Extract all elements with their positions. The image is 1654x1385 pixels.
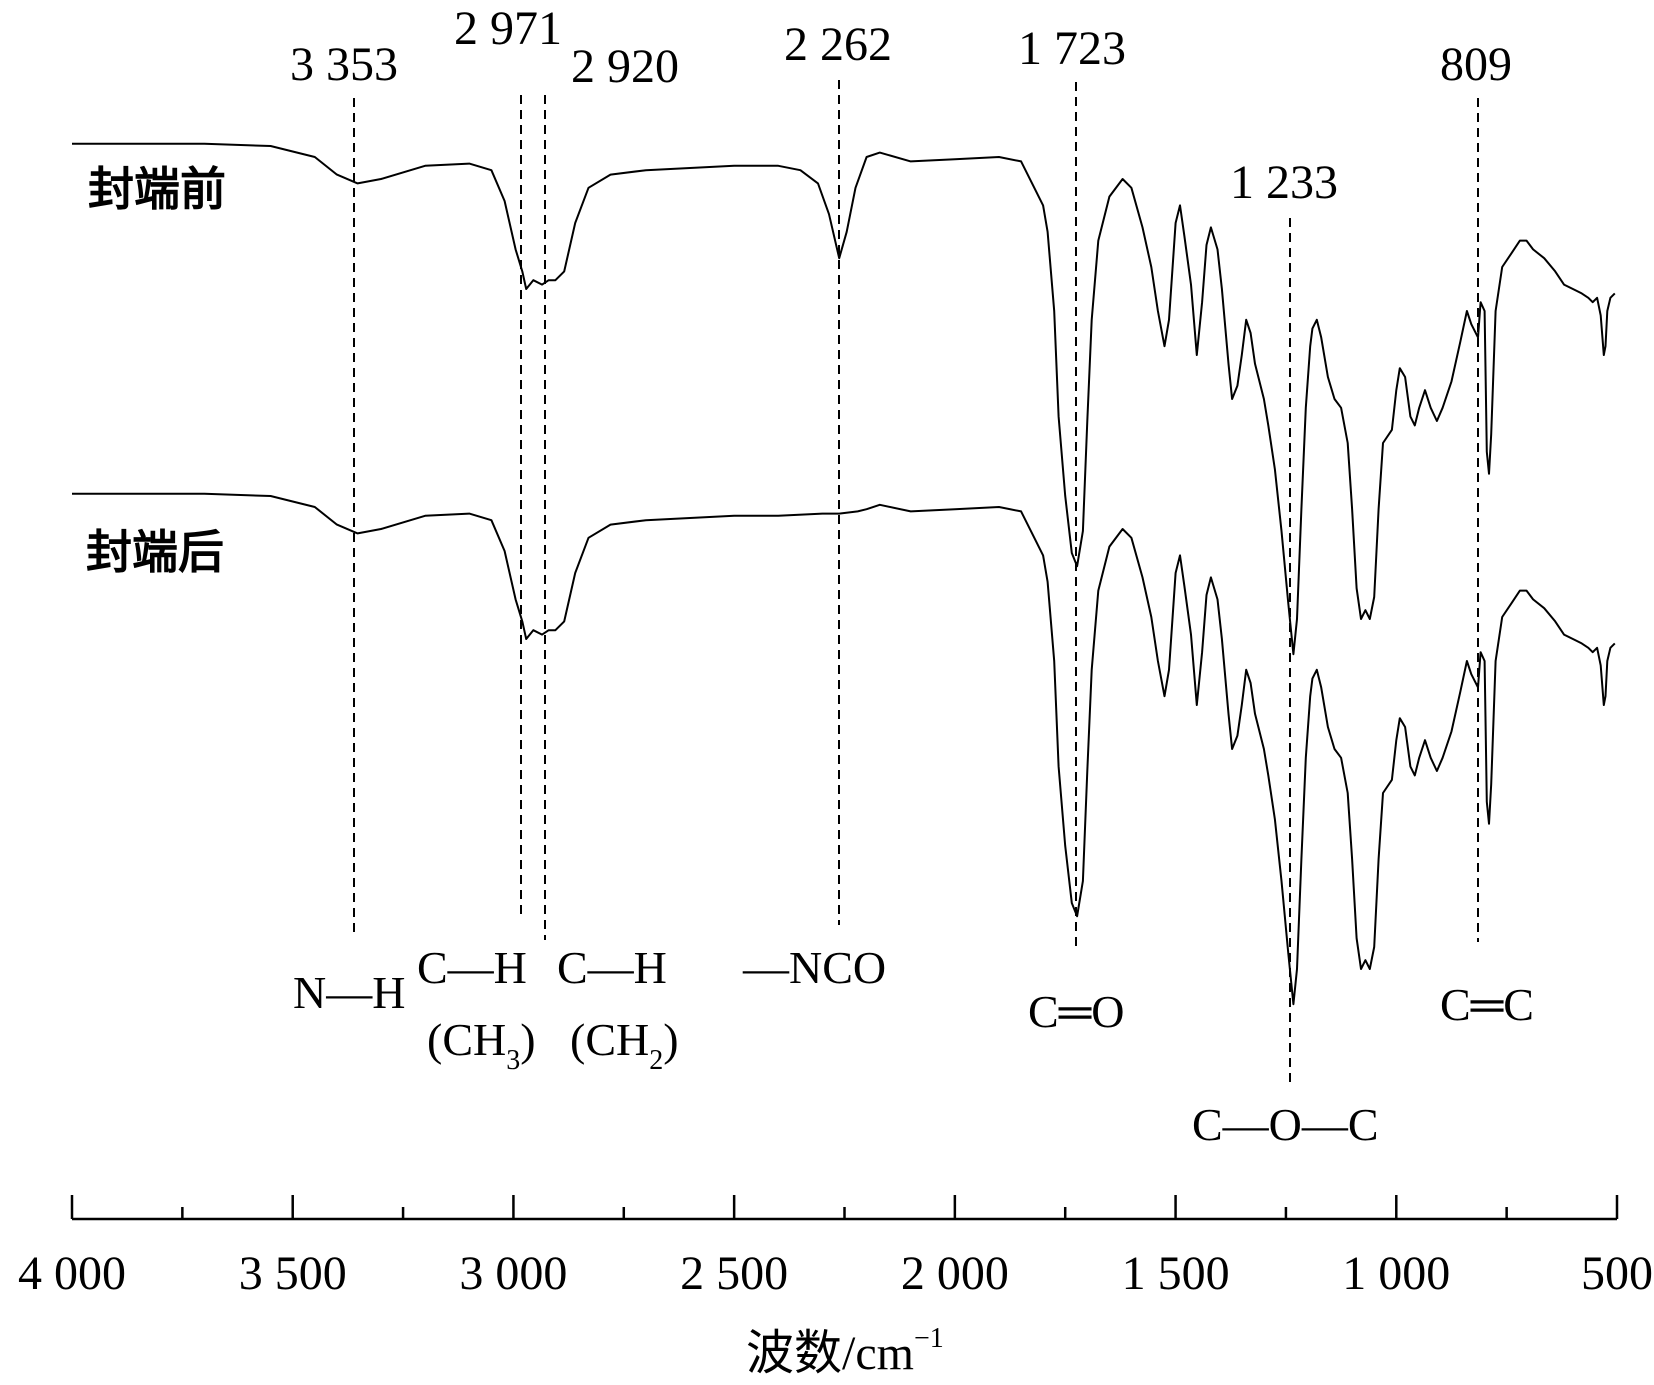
- bond-label-ch3-top: C—H: [417, 942, 527, 993]
- bond-label-c-double-o: C═O: [1028, 986, 1125, 1037]
- peak-label-2920: 2 920: [571, 40, 679, 93]
- spectrum-line-after: [72, 492, 1616, 1006]
- x-tick-label-3500: 3 500: [239, 1247, 347, 1300]
- bond-label-ch3: (CH3): [427, 1014, 536, 1076]
- series-label-after: 封端后: [86, 525, 224, 579]
- bond-label-ch2-top: C—H: [557, 942, 667, 993]
- peak-label-3353: 3 353: [290, 38, 398, 91]
- x-tick-label-2500: 2 500: [680, 1247, 788, 1300]
- bond-label-ch3-sub: 3: [506, 1045, 520, 1076]
- bond-label-nco: —NCO: [742, 942, 886, 993]
- peak-label-2262: 2 262: [784, 18, 892, 71]
- bond-label-ch2-sub: 2: [649, 1045, 663, 1076]
- bond-label-c-double-c: C═C: [1440, 979, 1534, 1030]
- x-tick-label-1500: 1 500: [1122, 1247, 1230, 1300]
- x-axis-title-superscript: −1: [914, 1323, 944, 1354]
- bond-label-ch2-close: ): [663, 1014, 678, 1065]
- peak-label-2971: 2 971: [454, 2, 562, 55]
- bond-label-ch2-open: (CH: [570, 1014, 649, 1065]
- x-axis-title-main: 波数/cm: [746, 1327, 914, 1380]
- x-axis-ticks: 4 000 3 500 3 000 2 500 2 000 1 500 1 000 500: [18, 1195, 1653, 1300]
- bond-label-ch2: (CH2): [570, 1014, 679, 1076]
- peak-label-809: 809: [1440, 38, 1512, 91]
- x-tick-label-3000: 3 000: [459, 1247, 567, 1300]
- peak-label-1233: 1 233: [1230, 156, 1338, 209]
- peak-label-1723: 1 723: [1018, 22, 1126, 75]
- series-label-before: 封端前: [88, 162, 226, 216]
- x-tick-label-4000: 4 000: [18, 1247, 126, 1300]
- x-axis-title: 波数/cm−1: [746, 1323, 944, 1380]
- bond-label-nh: N—H: [293, 967, 405, 1018]
- bond-label-ch3-open: (CH: [427, 1014, 506, 1065]
- bond-label-coc: C—O—C: [1192, 1099, 1379, 1150]
- x-tick-label-1000: 1 000: [1342, 1247, 1450, 1300]
- bond-label-ch3-close: ): [520, 1014, 535, 1065]
- x-tick-label-2000: 2 000: [901, 1247, 1009, 1300]
- spectrum-line-before: [72, 142, 1616, 656]
- x-tick-label-500: 500: [1581, 1247, 1653, 1300]
